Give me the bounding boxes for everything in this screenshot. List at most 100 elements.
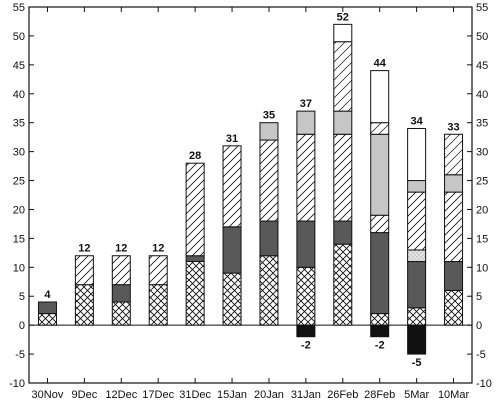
- bar-segment-diagonal-hatch: [333, 133, 353, 222]
- y-tick-label-right: -5: [476, 349, 486, 361]
- bar-segment-crosshatch: [185, 261, 205, 326]
- x-category-label: 15Jan: [217, 389, 247, 401]
- y-tick-label-left: 15: [13, 233, 25, 245]
- bar-segment-diagonal-hatch: [259, 139, 279, 222]
- x-category-label: 31Jan: [291, 389, 321, 401]
- bar-segment-light-gray: [296, 110, 316, 135]
- y-tick-label-right: 5: [476, 291, 482, 303]
- bar-segment-negative: [407, 324, 427, 355]
- bar-segment-dark-gray: [370, 232, 390, 315]
- bar-total-label: 33: [447, 121, 459, 133]
- bar-total-label: 34: [411, 115, 424, 127]
- x-category-label: 31Dec: [179, 389, 211, 401]
- bar-segment-crosshatch: [407, 307, 427, 326]
- axes: [28, 6, 473, 384]
- bar-segment-crosshatch: [74, 284, 94, 326]
- y-tick-label-left: 5: [19, 291, 25, 303]
- bar-segment-white: [370, 70, 390, 124]
- bar-total-label: 12: [78, 243, 90, 255]
- bar-segment-white: [333, 23, 353, 43]
- bar-total-label: 37: [300, 98, 312, 110]
- bar-segment-negative: [370, 324, 390, 338]
- y-tick-label-right: 25: [476, 176, 488, 188]
- y-tick-label-right: 50: [476, 31, 488, 43]
- y-tick-label-right: -10: [476, 378, 492, 390]
- bar-negative-label: -5: [412, 357, 422, 369]
- bar-segment-light-gray: [370, 133, 390, 216]
- y-tick-label-left: 10: [13, 262, 25, 274]
- bar-segment-dark-gray: [259, 220, 279, 257]
- y-tick-label-right: 35: [476, 118, 488, 130]
- y-tick-label-right: 15: [476, 233, 488, 245]
- bar-segment-negative: [296, 324, 316, 338]
- y-tick-label-left: 45: [13, 60, 25, 72]
- y-tick-label-right: 0: [476, 320, 482, 332]
- bar-total-label: 52: [337, 11, 349, 23]
- y-tick-label-right: 20: [476, 204, 488, 216]
- y-tick-label-right: 55: [476, 2, 488, 14]
- x-category-label: 5Mar: [404, 389, 429, 401]
- x-category-label: 9Dec: [72, 389, 98, 401]
- x-category-label: 30Nov: [32, 389, 64, 401]
- x-category-label: 20Jan: [254, 389, 284, 401]
- x-category-label: 17Dec: [142, 389, 174, 401]
- bar-segment-crosshatch: [259, 255, 279, 326]
- bar-segment-diagonal-hatch-top: [444, 133, 464, 176]
- y-tick-label-left: -10: [9, 378, 25, 390]
- bar-segment-diagonal-hatch: [370, 214, 390, 234]
- bar-total-label: 44: [374, 58, 387, 70]
- bar-segment-crosshatch: [148, 284, 168, 326]
- bar-negative-label: -2: [301, 340, 311, 352]
- bar-negative-label: -2: [375, 340, 385, 352]
- y-tick-label-left: 20: [13, 204, 25, 216]
- x-category-label: 10Mar: [438, 389, 470, 401]
- x-category-label: 26Feb: [327, 389, 358, 401]
- bar-total-label: 35: [263, 110, 275, 122]
- bar-segment-diagonal-hatch: [222, 145, 242, 228]
- bar-segment-diagonal-hatch: [407, 191, 427, 251]
- bar-segment-diagonal-hatch: [74, 255, 94, 286]
- bar-segment-crosshatch: [370, 313, 390, 326]
- bar-segment-dark-gray: [333, 220, 353, 245]
- y-tick-label-left: 50: [13, 31, 25, 43]
- bar-segment-diagonal-hatch-top: [370, 122, 390, 135]
- y-tick-label-left: 30: [13, 147, 25, 159]
- x-category-label: 28Feb: [364, 389, 395, 401]
- bar-segment-dark-gray: [37, 301, 57, 315]
- y-tick-label-right: 45: [476, 60, 488, 72]
- bar-segment-diagonal-hatch: [148, 255, 168, 286]
- bar-segment-light-dotted: [407, 249, 427, 263]
- bar-segment-diagonal-hatch: [444, 191, 464, 263]
- bar-segment-light-gray: [259, 122, 279, 141]
- bar-segment-crosshatch: [37, 313, 57, 326]
- y-tick-label-left: 25: [13, 176, 25, 188]
- y-tick-label-left: 55: [13, 2, 25, 14]
- x-category-label: 12Dec: [105, 389, 137, 401]
- bar-segment-diagonal-hatch: [111, 255, 131, 286]
- bar-segment-light-gray: [333, 110, 353, 135]
- y-tick-label-left: 0: [19, 320, 25, 332]
- bar-segment-crosshatch: [444, 289, 464, 326]
- bar-total-label: 31: [226, 133, 238, 145]
- bar-segment-diagonal-hatch: [296, 133, 316, 222]
- y-tick-label-right: 30: [476, 147, 488, 159]
- y-tick-label-left: 40: [13, 89, 25, 101]
- bar-segment-light-gray: [407, 180, 427, 193]
- plot-frame: [28, 6, 473, 384]
- y-tick-label-left: 35: [13, 118, 25, 130]
- bar-segment-diagonal-hatch: [185, 162, 205, 257]
- bar-total-label: 4: [44, 289, 51, 301]
- bar-segment-dark-gray: [407, 261, 427, 309]
- bar-segment-dark-gray: [222, 226, 242, 274]
- bar-segment-diagonal-hatch-top: [333, 41, 353, 112]
- bar-total-label: 12: [115, 243, 127, 255]
- bar-segment-crosshatch: [222, 272, 242, 326]
- bars: [37, 23, 464, 355]
- bar-segment-crosshatch: [333, 243, 353, 326]
- y-tick-label-right: 10: [476, 262, 488, 274]
- bar-total-label: 28: [189, 150, 201, 162]
- bar-segment-crosshatch: [296, 266, 316, 326]
- bar-segment-crosshatch: [111, 301, 131, 326]
- bar-segment-white: [407, 127, 427, 182]
